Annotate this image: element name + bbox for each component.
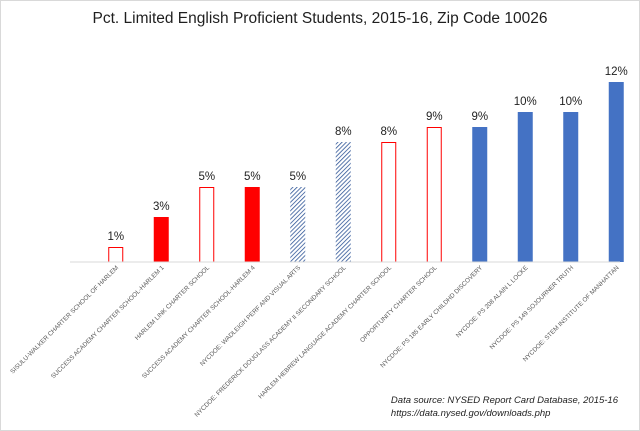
bar-2 (153, 217, 169, 262)
bar-6 (335, 142, 351, 262)
data-label-8: 9% (426, 111, 443, 123)
x-tick-label-6: NYCDOE: FREDERICK DOUGLASS ACADEMY II SE… (194, 264, 348, 418)
data-label-7: 8% (380, 126, 397, 138)
bar-4 (244, 187, 260, 262)
bar-12 (608, 82, 624, 262)
bar-1 (108, 247, 124, 263)
data-label-4: 5% (244, 171, 261, 183)
x-tick-label-8: OPPORTUNITY CHARTER SCHOOL (359, 264, 439, 344)
data-source-note: Data source: NYSED Report Card Database,… (391, 394, 618, 420)
x-tick-label-10: NYCDOE: PS 208 ALAIN L LOCKE (455, 264, 530, 339)
data-label-6: 8% (335, 126, 352, 138)
bar-5 (290, 187, 306, 262)
x-tick-label-11: NYCDOE: PS 149 SOJOURNER TRUTH (489, 264, 576, 351)
x-tick-label-12: NYCDOE: STEM INSTITUTE OF MANHATTAN (522, 264, 621, 363)
x-tick-label-9: NYCDOE: PS 185 EARLY CHILDHD DISCOVERY (379, 264, 484, 369)
data-label-5: 5% (289, 171, 306, 183)
data-label-10: 10% (514, 96, 537, 108)
source-line-1: Data source: NYSED Report Card Database,… (390, 395, 618, 406)
bar-9 (472, 127, 488, 262)
data-labels-group: 1% 3% 5% 5% 5% 8% 8% 9% 9% 10% 10% 12% (107, 66, 627, 243)
chart-title: Pct. Limited English Proficient Students… (92, 10, 548, 27)
bar-10 (517, 112, 533, 262)
data-label-11: 10% (559, 96, 582, 108)
bar-3 (199, 187, 215, 263)
data-label-9: 9% (471, 111, 488, 123)
data-label-3: 5% (198, 171, 215, 183)
data-label-1: 1% (107, 231, 124, 243)
bar-7 (381, 142, 397, 263)
bar-11 (563, 112, 579, 262)
source-line-2: https://data.nysed.gov/downloads.php (390, 408, 551, 419)
data-label-12: 12% (605, 66, 628, 78)
data-label-2: 3% (153, 201, 170, 213)
bars-group (108, 82, 624, 263)
x-tick-label-5: NYCDOE: WADLEIGH PERF AND VISUAL ARTS (199, 264, 302, 367)
x-tick-label-1: SISULU-WALKER CHARTER SCHOOL OF HARLEM (9, 264, 120, 375)
x-tick-label-3: HARLEM LINK CHARTER SCHOOL (134, 264, 212, 342)
bar-8 (426, 127, 442, 263)
